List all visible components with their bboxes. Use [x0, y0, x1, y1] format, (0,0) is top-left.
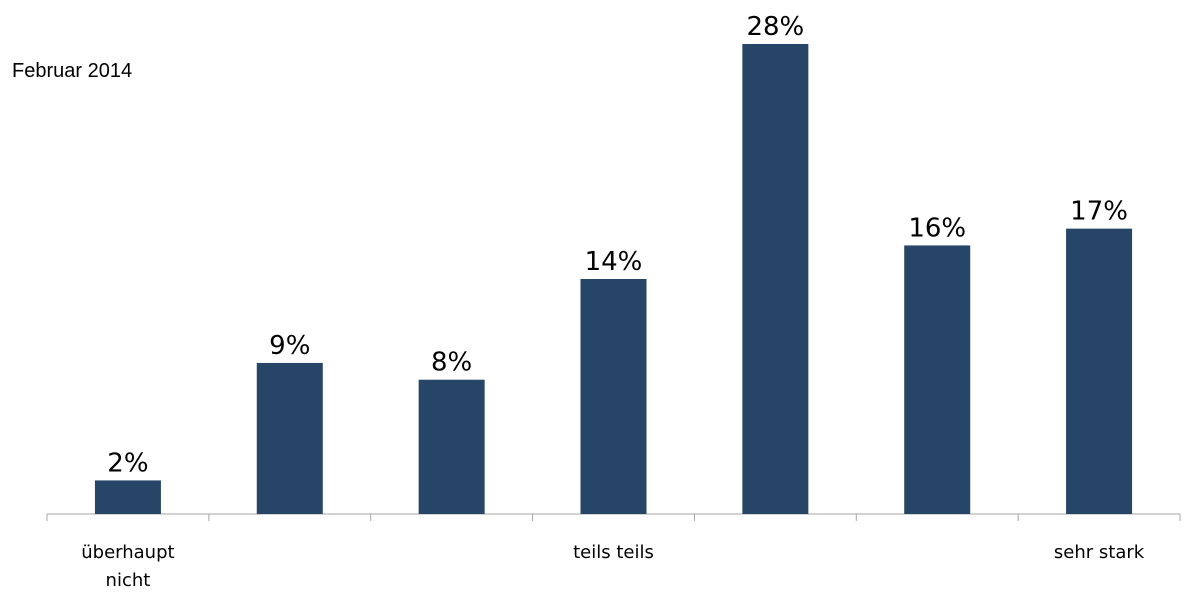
- bar: [1066, 228, 1133, 514]
- bar-value-label: 16%: [908, 213, 966, 243]
- bar: [94, 480, 161, 514]
- bar: [256, 362, 323, 514]
- bar: [904, 245, 971, 514]
- bar-value-label: 8%: [431, 348, 472, 378]
- x-axis-category-label: sehr stark: [1054, 542, 1145, 563]
- bar-value-label: 14%: [585, 247, 643, 277]
- bar: [742, 44, 809, 514]
- chart-title: Februar 2014: [12, 60, 133, 82]
- bar-value-label: 28%: [746, 12, 804, 42]
- bar-value-label: 17%: [1070, 197, 1128, 227]
- x-axis-category-label: teils teils: [573, 542, 654, 563]
- bar-value-label: 9%: [269, 331, 310, 361]
- x-axis-category-label: überhaupt nicht: [81, 542, 174, 591]
- bar-value-label: 2%: [107, 448, 148, 478]
- bar: [580, 279, 647, 514]
- bar: [418, 379, 485, 514]
